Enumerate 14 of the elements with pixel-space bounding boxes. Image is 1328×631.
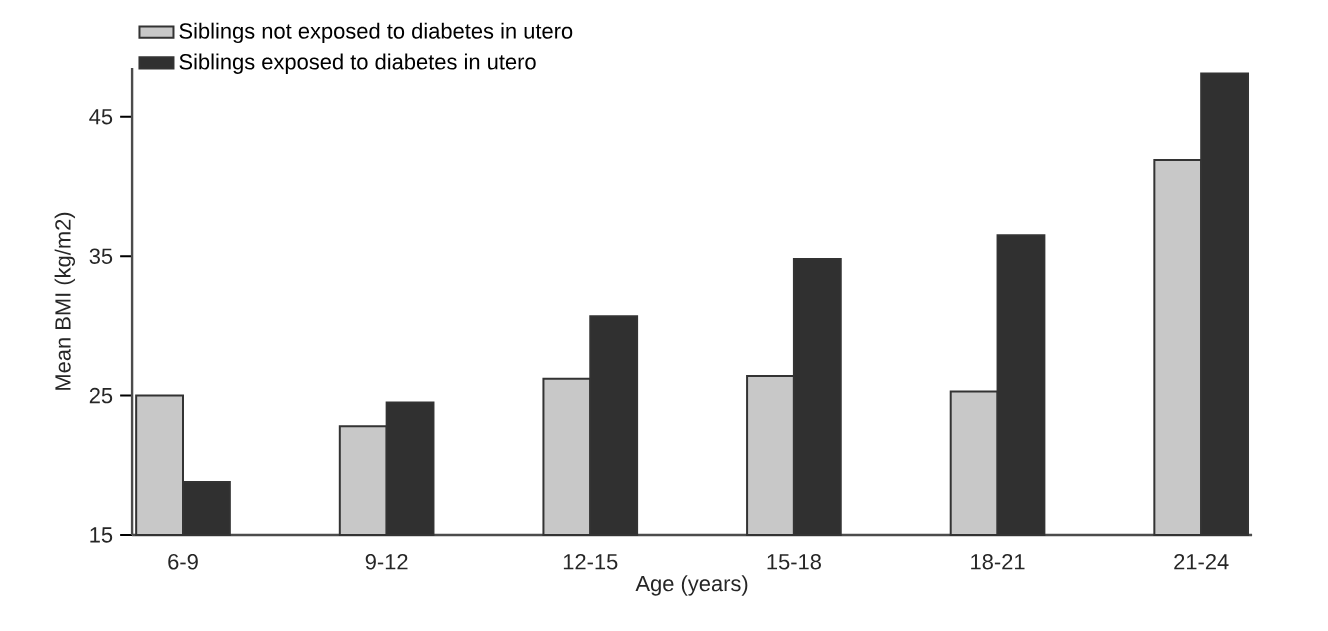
y-axis-title: Mean BMI (kg/m2) bbox=[54, 212, 76, 390]
x-tick-label: 18-21 bbox=[971, 554, 1025, 570]
x-tick-label: 9-12 bbox=[365, 554, 408, 570]
legend-label: Siblings exposed to diabetes in utero bbox=[179, 53, 536, 74]
x-tick-label: 15-18 bbox=[767, 554, 821, 570]
x-axis-title: Age (years) bbox=[635, 575, 748, 596]
x-tick-label: 12-15 bbox=[563, 554, 618, 570]
y-tick-label: 25 bbox=[89, 387, 113, 404]
x-tick-label: 6-9 bbox=[168, 554, 198, 570]
legend-label: Siblings not exposed to diabetes in utero bbox=[179, 22, 573, 44]
y-tick-label: 35 bbox=[89, 248, 113, 264]
y-tick-label: 15 bbox=[90, 527, 113, 543]
y-tick-label: 45 bbox=[89, 109, 113, 125]
x-tick-label: 21-24 bbox=[1174, 554, 1229, 570]
